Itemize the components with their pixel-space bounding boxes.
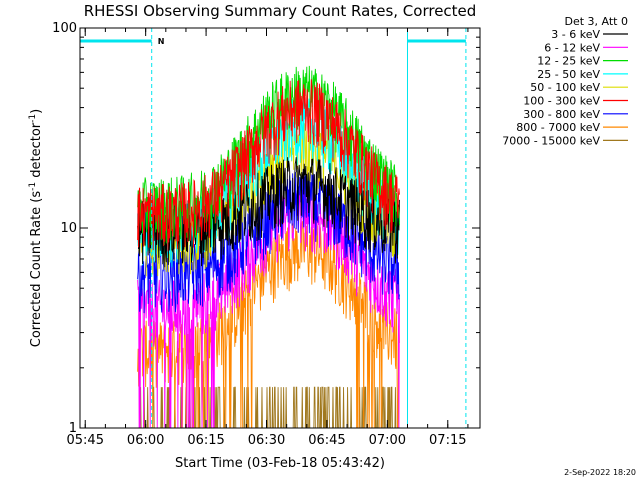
y-axis-label-sup2: -1	[28, 114, 38, 123]
series-trace-5	[137, 79, 400, 252]
x-tick-label-3: 06:30	[248, 433, 285, 448]
series-trace-2	[137, 65, 400, 246]
legend-label-3: 25 - 50 keV	[537, 68, 600, 81]
series-trace-8	[137, 386, 400, 429]
x-tick-label-1: 06:00	[127, 433, 164, 448]
y-axis-label-sup1: -1	[28, 182, 38, 191]
x-axis-label: Start Time (03-Feb-18 05:43:42)	[175, 456, 385, 471]
legend-label-5: 100 - 300 keV	[523, 95, 600, 108]
legend-label-2: 12 - 25 keV	[537, 55, 600, 68]
x-tick-label-2: 06:15	[187, 433, 224, 448]
x-tick-label-4: 06:45	[308, 433, 345, 448]
y-axis-label-mid: detector	[29, 122, 44, 182]
x-tick-label-6: 07:15	[429, 433, 466, 448]
trace-layer	[137, 65, 400, 429]
legend-label-4: 50 - 100 keV	[530, 81, 600, 94]
chart-title: RHESSI Observing Summary Count Rates, Co…	[84, 2, 477, 20]
legend-header: Det 3, Att 0	[565, 15, 629, 28]
legend-label-6: 300 - 800 keV	[523, 108, 600, 121]
y-tick-label-2: 100	[52, 21, 77, 36]
legend-label-0: 3 - 6 keV	[551, 28, 600, 41]
y-axis-label-end: )	[29, 109, 44, 114]
night-flag-label: N	[158, 37, 165, 46]
x-tick-label-0: 05:45	[67, 433, 104, 448]
y-tick-label-0: 1	[69, 421, 77, 436]
x-tick-label-5: 07:00	[369, 433, 406, 448]
timestamp-stamp: 2-Sep-2022 18:20	[564, 468, 636, 477]
legend-label-1: 6 - 12 keV	[544, 41, 600, 54]
series-trace-6	[137, 172, 400, 314]
y-tick-label-1: 10	[60, 221, 77, 236]
axes-layer: 05:45 06:00 06:15 06:30 06:45 07:00 07:15 1 10 10…	[52, 21, 481, 448]
y-axis-label: Corrected Count Rate (s-1 detector-1)	[28, 109, 44, 347]
legend-label-8: 7000 - 15000 keV	[502, 134, 600, 147]
legend-label-7: 800 - 7000 keV	[516, 121, 600, 134]
y-axis-label-main: Corrected Count Rate (s	[29, 191, 44, 348]
